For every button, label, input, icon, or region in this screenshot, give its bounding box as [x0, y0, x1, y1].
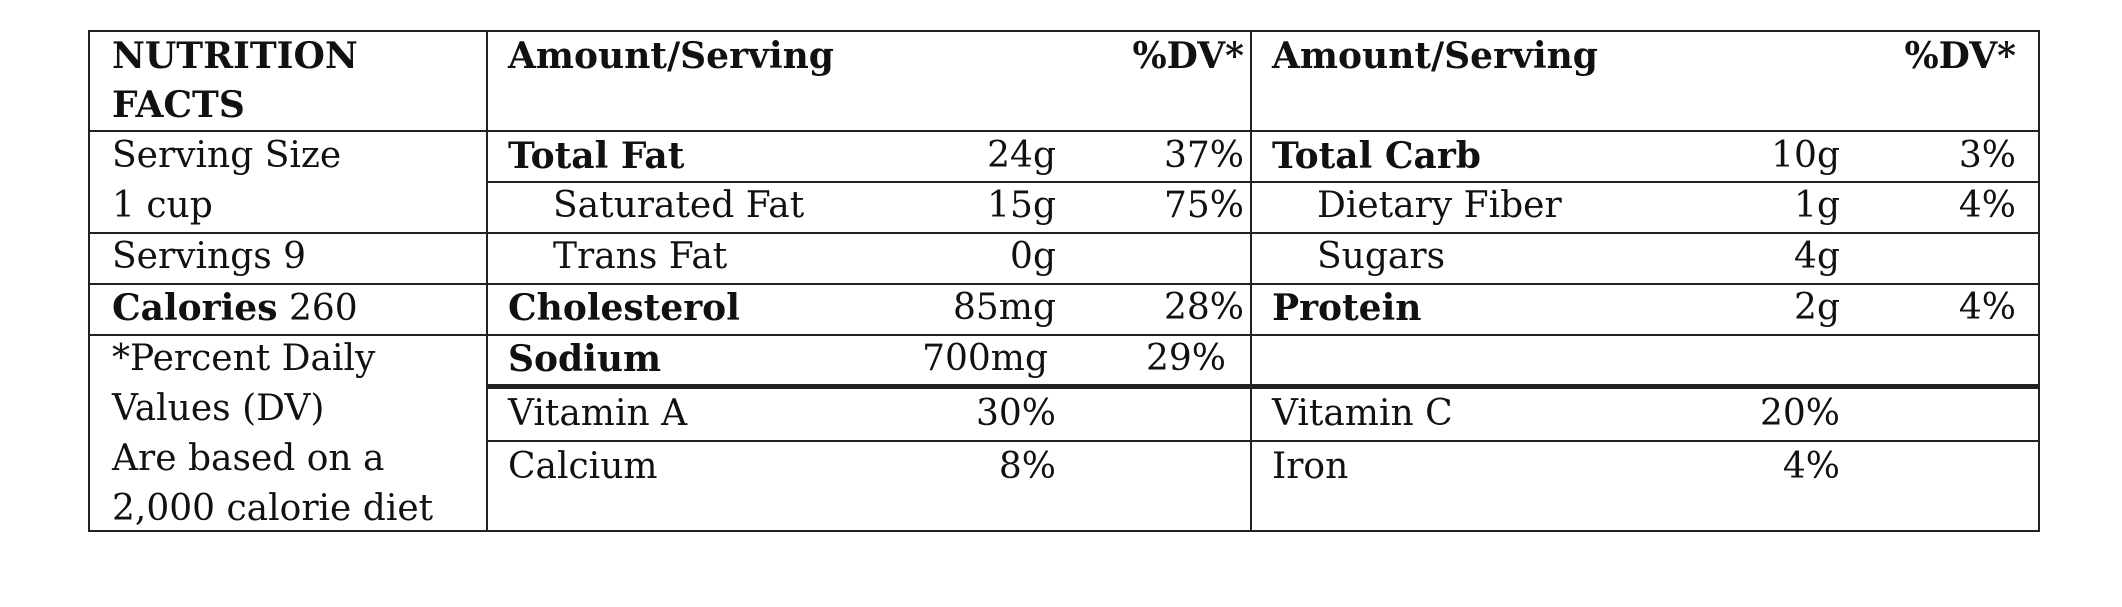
dv-header: %DV* — [1132, 35, 1244, 77]
nutrient-name: Total Carb — [1272, 135, 1481, 177]
nutrient-dv: 29% — [1145, 338, 1226, 379]
nutrient-amount: 4g — [1794, 236, 1840, 277]
footnote-line-2: Values (DV) — [112, 388, 325, 429]
footnote-line-1: *Percent Daily — [112, 338, 376, 379]
nutrient-amount: 85mg — [953, 287, 1056, 328]
nutrient-name: Saturated Fat — [553, 185, 805, 226]
nutrient-name: Dietary Fiber — [1317, 185, 1562, 226]
row-divider — [486, 440, 2040, 442]
vitamin-value: 4% — [1782, 446, 1840, 487]
nutrient-amount: 10g — [1771, 135, 1840, 176]
nutrient-name: Cholesterol — [508, 287, 740, 329]
nutrient-dv: 37% — [1163, 135, 1244, 176]
nutrient-amount: 24g — [987, 135, 1056, 176]
row-divider — [90, 283, 2040, 285]
footnote-line-3: Are based on a — [112, 438, 385, 479]
table-title-line-1: NUTRITION — [112, 35, 358, 77]
vitamin-name: Calcium — [508, 446, 658, 487]
vitamin-section-divider — [486, 384, 2040, 389]
nutrient-amount: 0g — [1010, 236, 1056, 277]
nutrient-name: Protein — [1272, 287, 1422, 329]
row-divider — [90, 334, 2040, 336]
row-divider — [486, 181, 2040, 183]
dv-header: %DV* — [1904, 35, 2016, 77]
nutrient-dv: 4% — [1958, 287, 2016, 328]
amount-serving-header: Amount/Serving — [1272, 35, 1598, 77]
nutrient-dv: 4% — [1958, 185, 2016, 226]
table-title-line-2: FACTS — [112, 84, 245, 126]
serving-size-label: Serving Size — [112, 135, 342, 176]
nutrient-amount: 2g — [1794, 287, 1840, 328]
calories: Calories 260 — [112, 283, 358, 334]
nutrition-facts-table: NUTRITION FACTS Serving Size 1 cup Servi… — [88, 30, 2040, 532]
vitamin-name: Vitamin C — [1272, 393, 1453, 434]
vitamin-name: Vitamin A — [508, 393, 688, 434]
nutrient-dv: 75% — [1163, 185, 1244, 226]
footnote-line-4: 2,000 calorie diet — [112, 488, 434, 529]
nutrient-dv: 28% — [1163, 287, 1244, 328]
vitamin-value: 20% — [1759, 393, 1840, 434]
calories-label: Calories — [112, 287, 278, 329]
nutrient-name: Sugars — [1317, 236, 1446, 277]
calories-value: 260 — [288, 288, 358, 329]
nutrient-dv: 3% — [1958, 135, 2016, 176]
nutrient-amount: 700mg — [922, 338, 1048, 379]
nutrient-name: Sodium — [508, 338, 662, 380]
nutrient-name: Trans Fat — [553, 236, 728, 277]
nutrient-amount: 1g — [1794, 185, 1840, 226]
amount-serving-header: Amount/Serving — [508, 35, 834, 77]
row-divider — [90, 232, 2040, 234]
header-row-divider — [90, 130, 2040, 132]
column-divider-2 — [1250, 32, 1252, 532]
nutrient-name: Total Fat — [508, 135, 685, 177]
serving-size-value: 1 cup — [112, 185, 213, 226]
vitamin-value: 8% — [998, 446, 1056, 487]
vitamin-name: Iron — [1272, 446, 1349, 487]
servings-count: Servings 9 — [112, 236, 307, 277]
column-divider-1 — [486, 32, 488, 532]
vitamin-value: 30% — [975, 393, 1056, 434]
nutrient-amount: 15g — [987, 185, 1056, 226]
